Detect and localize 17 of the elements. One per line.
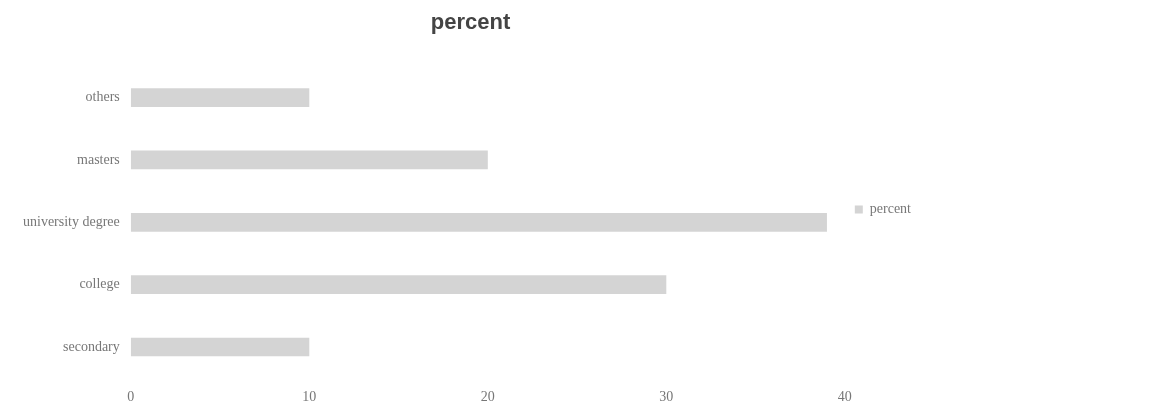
bar [130,337,310,357]
x-tick-label: 0 [127,389,135,405]
y-tick-label: college [79,276,120,292]
bar [130,150,488,170]
bar [130,275,667,295]
y-tick-label: others [85,89,120,105]
bar [130,212,827,232]
x-tick-label: 20 [480,389,495,405]
x-tick-label: 30 [659,389,674,405]
x-tick-label: 40 [837,389,852,405]
y-tick-label: secondary [63,338,120,354]
y-tick-label: masters [77,151,120,167]
x-tick-label: 10 [302,389,317,405]
bar [130,88,310,107]
y-tick-label: university degree [23,213,120,229]
legend-label: percent [869,201,912,217]
chart-title: percent [430,9,511,35]
